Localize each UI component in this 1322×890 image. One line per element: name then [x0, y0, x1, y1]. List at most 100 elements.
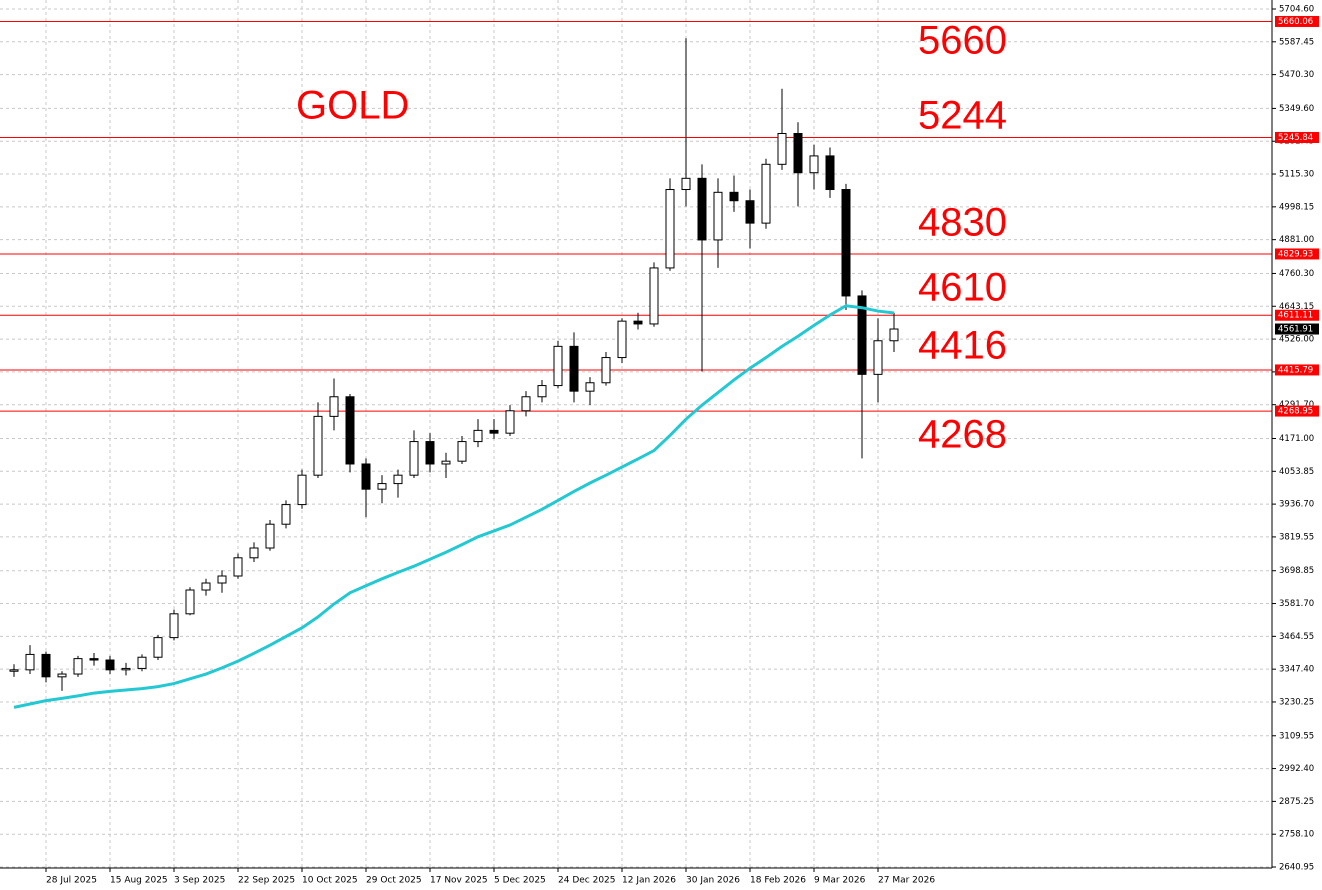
y-tick-label: 3109.55: [1279, 731, 1314, 741]
candle-body: [185, 589, 195, 615]
candle-body: [361, 463, 371, 490]
x-tick-label: 12 Jan 2026: [622, 876, 676, 886]
y-tick-label: 5349.60: [1279, 104, 1314, 114]
candle-body: [873, 340, 883, 375]
moving-average: [13, 304, 895, 709]
y-tick-label: 2992.40: [1279, 764, 1314, 774]
candle-body: [169, 613, 179, 639]
level-label-bg: [1275, 309, 1319, 321]
candle-body: [153, 637, 163, 658]
candle-body: [297, 474, 307, 506]
level-label-bg: [1275, 15, 1319, 27]
candle-body: [633, 320, 643, 325]
y-tick-label: 2758.10: [1279, 830, 1314, 840]
candle-body: [89, 658, 99, 661]
y-tick-label: 5704.60: [1279, 4, 1314, 14]
annotation: 5660: [918, 19, 1007, 63]
level-label: 4268.95: [1278, 407, 1313, 417]
annotation: 4830: [918, 201, 1007, 245]
candle-body: [281, 504, 291, 525]
candle-body: [73, 658, 83, 675]
candle-body: [505, 410, 515, 434]
candle-body: [745, 200, 755, 224]
y-tick-label: 4526.00: [1279, 335, 1314, 345]
x-tick-label: 15 Aug 2025: [110, 876, 168, 886]
candle-body: [57, 673, 67, 678]
annotation: 4416: [918, 324, 1007, 368]
level-label-bg: [1275, 364, 1319, 376]
level-label: 4415.79: [1278, 365, 1313, 375]
candle-body: [329, 396, 339, 417]
level-label: 4611.11: [1278, 311, 1313, 321]
chart-title: GOLD: [296, 84, 409, 128]
candle-body: [393, 474, 403, 485]
candle-body: [137, 656, 147, 669]
candle-body: [793, 133, 803, 174]
candle-body: [25, 653, 35, 671]
candle-body: [665, 189, 675, 269]
candle-body: [857, 295, 867, 375]
y-tick-label: 5587.45: [1279, 37, 1314, 47]
annotation: 4268: [918, 413, 1007, 457]
y-tick-label: 4171.00: [1279, 434, 1314, 444]
marks: [0, 20, 1272, 709]
y-tick-label: 4760.30: [1279, 269, 1314, 279]
candle-body: [345, 396, 355, 465]
y-tick-label: 3464.55: [1279, 632, 1314, 642]
candle-body: [553, 345, 563, 387]
y-tick-label: 5115.30: [1279, 170, 1314, 180]
y-tick-label: 2640.95: [1279, 863, 1314, 873]
candle-body: [761, 163, 771, 224]
candle-body: [713, 191, 723, 241]
x-tick-label: 10 Oct 2025: [302, 876, 358, 886]
candle-body: [473, 429, 483, 443]
candle-body: [105, 659, 115, 671]
y-tick-label: 3230.25: [1279, 697, 1314, 707]
y-tick-label: 4291.70: [1279, 400, 1314, 410]
y-tick-label: 3936.70: [1279, 500, 1314, 510]
x-tick-label: 5 Dec 2025: [494, 876, 546, 886]
candle-body: [521, 396, 531, 412]
level-label: 5660.06: [1278, 17, 1313, 27]
candle-body: [569, 345, 579, 392]
candle-body: [697, 177, 707, 241]
candle-body: [265, 523, 275, 549]
candle-body: [409, 441, 419, 476]
candle-body: [489, 429, 499, 434]
y-tick-label: 4053.85: [1279, 467, 1314, 477]
x-tick-label: 17 Nov 2025: [430, 876, 488, 886]
y-tick-label: 4998.15: [1279, 202, 1314, 212]
x-tick-label: 29 Oct 2025: [366, 876, 422, 886]
candle-body: [809, 155, 819, 174]
y-tick-label: 4643.15: [1279, 302, 1314, 312]
level-label: 4829.93: [1278, 249, 1313, 259]
level-label-bg: [1275, 405, 1319, 417]
candle-body: [217, 575, 227, 584]
candle-body: [457, 441, 467, 462]
level-label-bg: [1275, 131, 1319, 143]
candle-body: [889, 328, 899, 342]
candle-body: [601, 357, 611, 384]
candle-body: [617, 320, 627, 359]
x-tick-label: 3 Sep 2025: [174, 876, 225, 886]
x-tick-label: 27 Mar 2026: [878, 876, 935, 886]
y-tick-label: 5470.30: [1279, 70, 1314, 80]
candle-body: [201, 582, 211, 591]
y-tick-label: 3698.85: [1279, 566, 1314, 576]
candle-body: [9, 669, 19, 672]
x-tick-label: 24 Dec 2025: [558, 876, 616, 886]
level-label: 5245.84: [1278, 133, 1313, 143]
annotation: 4610: [918, 266, 1007, 310]
candle-body: [537, 385, 547, 398]
y-tick-label: 3347.40: [1279, 665, 1314, 675]
last-price-label: 4561.91: [1278, 325, 1313, 335]
candle-body: [425, 441, 435, 465]
annotation: 5244: [918, 94, 1007, 138]
candle-body: [649, 267, 659, 325]
candle-body: [377, 483, 387, 490]
candle-body: [681, 177, 691, 191]
candle-body: [777, 133, 787, 165]
last-price-bg: [1275, 323, 1319, 335]
level-label-bg: [1275, 248, 1319, 260]
y-tick-label: 4881.00: [1279, 235, 1314, 245]
